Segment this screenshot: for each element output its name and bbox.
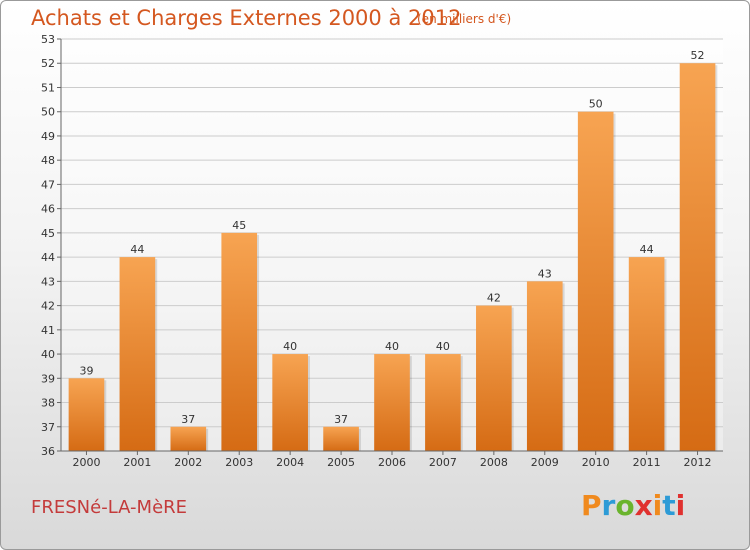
logo-letter: x xyxy=(634,489,653,522)
y-tick-label: 40 xyxy=(41,348,55,361)
logo-letter: i xyxy=(652,489,663,522)
data-label-2012: 52 xyxy=(691,49,705,62)
x-tick-label-2003: 2003 xyxy=(225,456,253,469)
x-tick-label-2005: 2005 xyxy=(327,456,355,469)
data-label-2000: 39 xyxy=(79,364,93,377)
data-label-2004: 40 xyxy=(283,340,297,353)
y-tick-label: 50 xyxy=(41,106,55,119)
y-tick-label: 53 xyxy=(41,33,55,46)
chart-subtitle: (en milliers d'€) xyxy=(417,12,512,26)
x-tick-label-2001: 2001 xyxy=(123,456,151,469)
bar-2010 xyxy=(577,111,614,452)
commune-name: FRESNé-LA-MèRE xyxy=(31,497,188,518)
data-label-2003: 45 xyxy=(232,219,246,232)
y-tick-label: 47 xyxy=(41,178,55,191)
y-tick-label: 39 xyxy=(41,372,55,385)
data-label-2006: 40 xyxy=(385,340,399,353)
y-tick-label: 43 xyxy=(41,275,55,288)
x-tick-label-2008: 2008 xyxy=(480,456,508,469)
y-tick-label: 48 xyxy=(41,154,55,167)
x-tick-label-2006: 2006 xyxy=(378,456,406,469)
bar-2006 xyxy=(374,354,410,451)
bar-2007 xyxy=(425,354,461,451)
bar-2004 xyxy=(272,354,308,451)
logo-letter: i xyxy=(675,489,686,522)
x-tick-label-2009: 2009 xyxy=(531,456,559,469)
logo-letter: t xyxy=(662,489,676,522)
data-label-2010: 50 xyxy=(589,98,603,111)
y-tick-label: 45 xyxy=(41,227,55,240)
data-label-2002: 37 xyxy=(181,413,195,426)
x-tick-label-2007: 2007 xyxy=(429,456,457,469)
bars: 39 44 37 45 40 37 40 40 42 43 50 44 52 xyxy=(68,49,718,452)
bar-2008 xyxy=(476,305,512,451)
x-tick-label-2004: 2004 xyxy=(276,456,304,469)
bar-2000 xyxy=(68,378,105,451)
y-tick-label: 36 xyxy=(41,445,55,458)
proxiti-logo[interactable]: Proxiti xyxy=(581,489,685,522)
y-tick-label: 46 xyxy=(41,203,55,216)
bar-2012 xyxy=(679,63,716,452)
bar-2003 xyxy=(221,232,258,451)
data-label-2007: 40 xyxy=(436,340,450,353)
x-tick-label-2011: 2011 xyxy=(633,456,661,469)
x-tick-label-2000: 2000 xyxy=(72,456,100,469)
data-label-2001: 44 xyxy=(130,243,144,256)
y-tick-label: 49 xyxy=(41,130,55,143)
chart-title: Achats et Charges Externes 2000 à 2012 xyxy=(31,6,462,30)
data-label-2011: 44 xyxy=(640,243,654,256)
data-label-2009: 43 xyxy=(538,267,552,280)
y-tick-label: 52 xyxy=(41,57,55,70)
x-tick-label-2010: 2010 xyxy=(582,456,610,469)
y-tick-label: 44 xyxy=(41,251,55,264)
bar-2002 xyxy=(170,426,207,451)
x-tick-label-2012: 2012 xyxy=(684,456,712,469)
y-tick-label: 51 xyxy=(41,81,55,94)
data-label-2008: 42 xyxy=(487,292,501,305)
logo-letter: P xyxy=(581,489,602,522)
bar-2009 xyxy=(526,281,563,451)
data-label-2005: 37 xyxy=(334,413,348,426)
axes: 36 37 38 39 40 41 42 43 44 45 46 47 48 49 50 51 52 53 2000… xyxy=(41,33,723,469)
bar-2001 xyxy=(119,257,156,451)
y-tick-label: 37 xyxy=(41,421,55,434)
logo-letter: r xyxy=(601,489,616,522)
bar-2011 xyxy=(628,257,665,451)
y-tick-label: 38 xyxy=(41,397,55,410)
bar-2005 xyxy=(323,426,359,451)
logo-letter: o xyxy=(615,489,635,522)
y-tick-label: 42 xyxy=(41,300,55,313)
x-tick-label-2002: 2002 xyxy=(174,456,202,469)
y-tick-label: 41 xyxy=(41,324,55,337)
